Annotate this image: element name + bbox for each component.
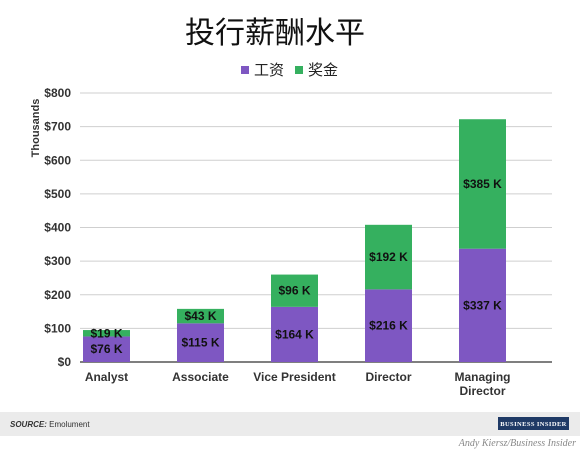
y-tick-label: $700	[44, 120, 71, 134]
y-tick-label: $800	[44, 86, 71, 100]
data-label: $43 K	[184, 309, 216, 323]
y-axis-ticks: $0 $100 $200 $300 $400 $500 $600 $700 $800	[44, 86, 71, 369]
legend: 工资 奖金	[241, 61, 338, 79]
legend-label-bonus: 奖金	[308, 61, 338, 79]
bar-segment-salary	[177, 323, 224, 362]
bar-segment-bonus	[83, 330, 130, 337]
bar-segment-bonus	[365, 224, 412, 290]
bar-segment-bonus	[459, 119, 506, 249]
bar-segment-salary	[459, 248, 506, 362]
x-category-label: Associate	[172, 370, 229, 384]
y-tick-label: $200	[44, 288, 71, 302]
data-label: $216 K	[369, 319, 408, 333]
bar-segment-salary	[271, 306, 318, 362]
bars: $76 K $19 K $115 K $43 K $164 K $96 K $216 K $1…	[83, 119, 506, 362]
bar-segment-salary	[83, 336, 130, 362]
logo-text: BUSINESS INSIDER	[500, 421, 567, 428]
x-category-label: Director	[459, 384, 505, 398]
y-tick-label: $100	[44, 321, 71, 335]
legend-swatch-bonus	[295, 66, 303, 74]
data-label: $96 K	[278, 284, 310, 298]
y-tick-label: $500	[44, 187, 71, 201]
y-tick-label: $300	[44, 254, 71, 268]
source-note: SOURCE: Emolument	[10, 420, 90, 429]
x-category-label: Vice President	[253, 370, 336, 384]
x-axis-categories: Analyst Associate Vice President Director Ma…	[85, 370, 511, 398]
bar-segment-salary	[365, 289, 412, 362]
y-axis-label: Thousands	[30, 99, 42, 158]
data-label: $19 K	[90, 326, 122, 340]
data-label: $115 K	[181, 336, 219, 350]
x-category-label: Managing	[455, 370, 511, 384]
x-category-label: Director	[365, 370, 411, 384]
photo-credit: Andy Kiersz/Business Insider	[458, 438, 576, 449]
data-label: $192 K	[369, 250, 408, 264]
x-category-label: Analyst	[85, 370, 128, 384]
y-tick-label: $0	[58, 355, 72, 369]
legend-swatch-salary	[241, 66, 249, 74]
business-insider-logo	[498, 417, 569, 430]
source-prefix: SOURCE:	[10, 420, 47, 429]
footer-band	[0, 412, 580, 436]
chart-title: 投行薪酬水平	[185, 16, 365, 51]
bar-segment-bonus	[271, 274, 318, 307]
y-tick-label: $600	[44, 153, 71, 167]
source-text: Emolument	[47, 420, 90, 429]
legend-label-salary: 工资	[254, 61, 284, 79]
y-tick-label: $400	[44, 221, 71, 235]
grid	[80, 92, 552, 363]
data-label: $164 K	[275, 327, 314, 341]
data-label: $76 K	[90, 342, 122, 356]
data-label: $385 K	[463, 177, 502, 191]
bar-segment-bonus	[177, 308, 224, 324]
data-label: $337 K	[463, 298, 502, 312]
